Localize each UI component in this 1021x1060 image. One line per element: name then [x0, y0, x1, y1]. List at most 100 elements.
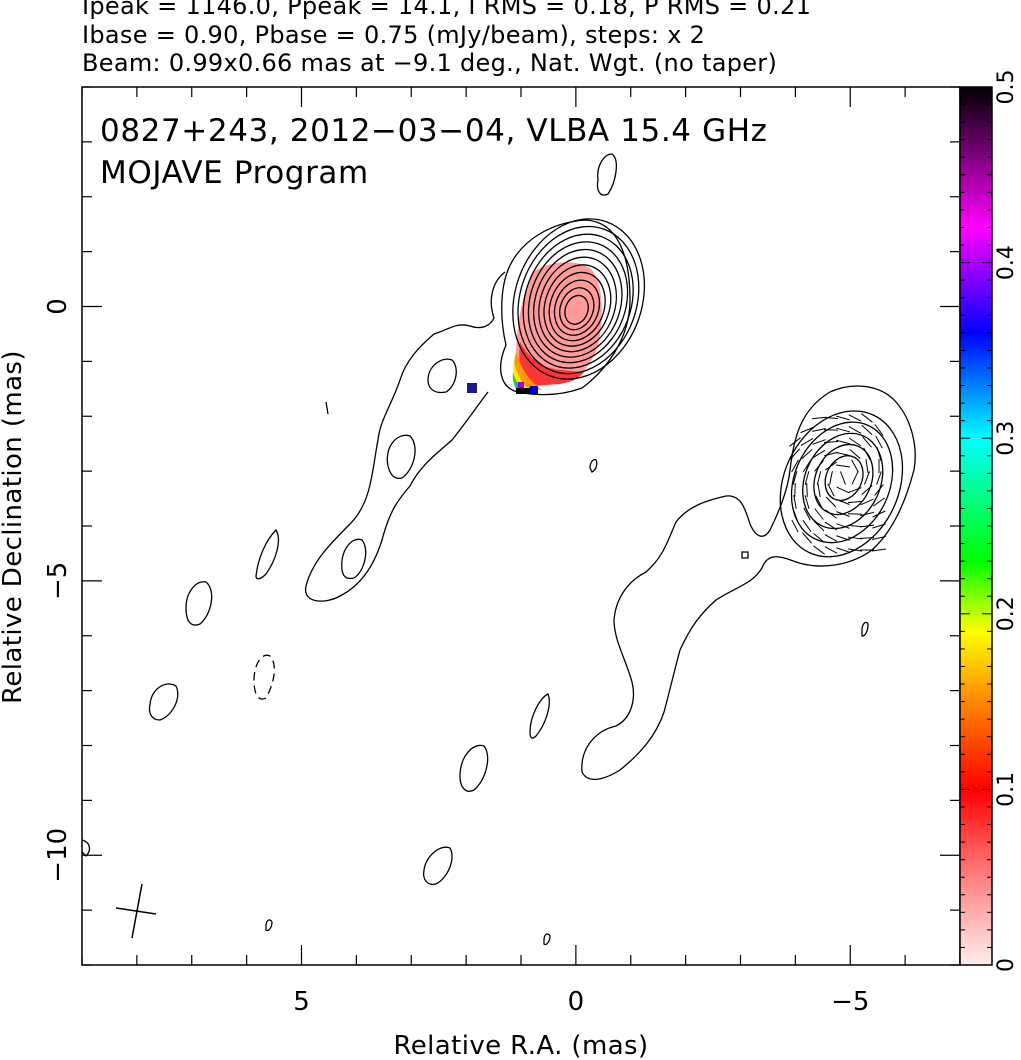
- polarization-vector: [848, 548, 862, 552]
- polarization-vector: [836, 439, 850, 445]
- intensity-contours: [81, 153, 916, 946]
- polarization-vector: [871, 548, 887, 552]
- polarization-vector: [824, 546, 838, 554]
- polarization-vector: [876, 471, 882, 485]
- polarization-vector: [836, 511, 850, 517]
- polarization-vector: [836, 535, 850, 541]
- colorbar-tick-label: 0.4: [994, 245, 1019, 280]
- polarization-vector: [872, 536, 886, 540]
- polarization-vector: [861, 424, 873, 436]
- knot-contours: [779, 410, 904, 558]
- polarization-vector: [872, 510, 886, 518]
- polarization-vector: [804, 495, 810, 509]
- plot-frame: [81, 86, 961, 966]
- polarization-vector: [800, 426, 814, 434]
- polarization-vector: [792, 471, 798, 485]
- island-dashed: [253, 654, 276, 700]
- polarization-vector: [840, 471, 846, 485]
- island-left-2: [148, 683, 179, 721]
- polarization-vector: [815, 495, 823, 509]
- core-contour-level: [517, 225, 640, 375]
- polarization-vector: [874, 424, 884, 436]
- polarization-vector: [861, 484, 873, 496]
- polarization-vector: [863, 447, 871, 461]
- polarization-vector: [803, 507, 811, 521]
- polarization-vector: [813, 545, 825, 555]
- island-small-2: [741, 551, 749, 559]
- beam-marker: [115, 883, 157, 939]
- polarization-vector: [836, 523, 850, 529]
- polarization-vector: [847, 536, 863, 540]
- y-tick-label: −10: [43, 828, 73, 883]
- polarization-vector: [804, 471, 810, 485]
- sw-jet-contour: [581, 385, 916, 780]
- jet-contour-outer: [305, 271, 506, 602]
- knot-contour-level: [790, 421, 894, 544]
- polarization-vector: [836, 486, 850, 494]
- knot-contour-level: [779, 410, 904, 558]
- polarization-vector: [812, 428, 826, 432]
- polarization-vector: [824, 451, 838, 457]
- core-contour-level: [512, 218, 646, 380]
- polarization-vector: [802, 459, 812, 473]
- polarization-vector: [800, 438, 814, 446]
- polarization-vector: [825, 509, 837, 519]
- polarization-vector: [836, 427, 850, 433]
- island-small-5: [543, 933, 551, 946]
- knot-contour-level: [802, 432, 884, 530]
- island-small-6: [325, 401, 329, 415]
- polarization-vector: [829, 471, 833, 485]
- core-contour-level: [538, 256, 617, 353]
- island-mid-1: [459, 744, 489, 792]
- header-line-1: Ipeak = 1146.0, Ppeak = 14.1, I RMS = 0.…: [82, 0, 812, 20]
- polarization-vector: [794, 482, 796, 498]
- core-contour-level: [564, 294, 589, 325]
- axes: 5 0 −5 0 −5 −10: [43, 86, 961, 1017]
- island-mid-2: [422, 846, 453, 886]
- chart-title-line2: MOJAVE Program: [100, 155, 369, 191]
- x-tick-label: 0: [568, 987, 585, 1017]
- polarization-vector: [812, 449, 826, 459]
- polarization-vector: [860, 511, 874, 517]
- polarization-vector: [836, 451, 850, 457]
- polarization-vector: [824, 521, 838, 531]
- x-tick-label: −5: [831, 987, 869, 1017]
- polarization-vector: [827, 483, 835, 497]
- polarization-vector: [813, 520, 825, 532]
- polarization-patch: [467, 262, 602, 394]
- polarization-vector: [860, 498, 874, 506]
- polarization-vector: [865, 459, 869, 473]
- polarization-vector: [848, 426, 862, 434]
- polarization-vector: [861, 413, 873, 423]
- polarization-vector: [823, 440, 839, 444]
- polarization-vector: [801, 448, 813, 460]
- polarization-vector: [859, 537, 875, 539]
- colorbar-tick-label: 0.2: [994, 596, 1019, 631]
- polarization-vector: [789, 448, 801, 460]
- chart-title-line1: 0827+243, 2012−03−04, VLBA 15.4 GHz: [100, 113, 767, 149]
- polarization-vector: [791, 459, 799, 473]
- polarization-vector: [876, 447, 882, 461]
- island-top: [596, 153, 618, 196]
- core-contour-level: [559, 287, 595, 331]
- polarization-vector: [825, 496, 837, 508]
- polarization-vector: [847, 524, 863, 528]
- core-contour-outer: [500, 219, 631, 396]
- polarization-vector: [836, 547, 850, 553]
- core-contour-level: [553, 279, 601, 336]
- polarization-vector: [824, 461, 838, 471]
- polarization-vector: [824, 534, 838, 542]
- polarization-vector: [802, 532, 812, 544]
- island-left-1: [185, 581, 213, 626]
- colorbar-tick-label: 0.5: [994, 70, 1019, 105]
- core-contour-level: [532, 248, 623, 358]
- jet-inner-blob-1: [427, 358, 457, 394]
- jet-inner-blob-2: [386, 434, 416, 480]
- polarization-vector: [791, 519, 799, 533]
- header-line-3: Beam: 0.99x0.66 mas at −9.1 deg., Nat. W…: [82, 49, 778, 77]
- polarization-vector: [859, 524, 875, 528]
- polarization-vector: [835, 464, 851, 468]
- polarization-vector: [789, 437, 801, 447]
- island-small-7: [81, 839, 91, 857]
